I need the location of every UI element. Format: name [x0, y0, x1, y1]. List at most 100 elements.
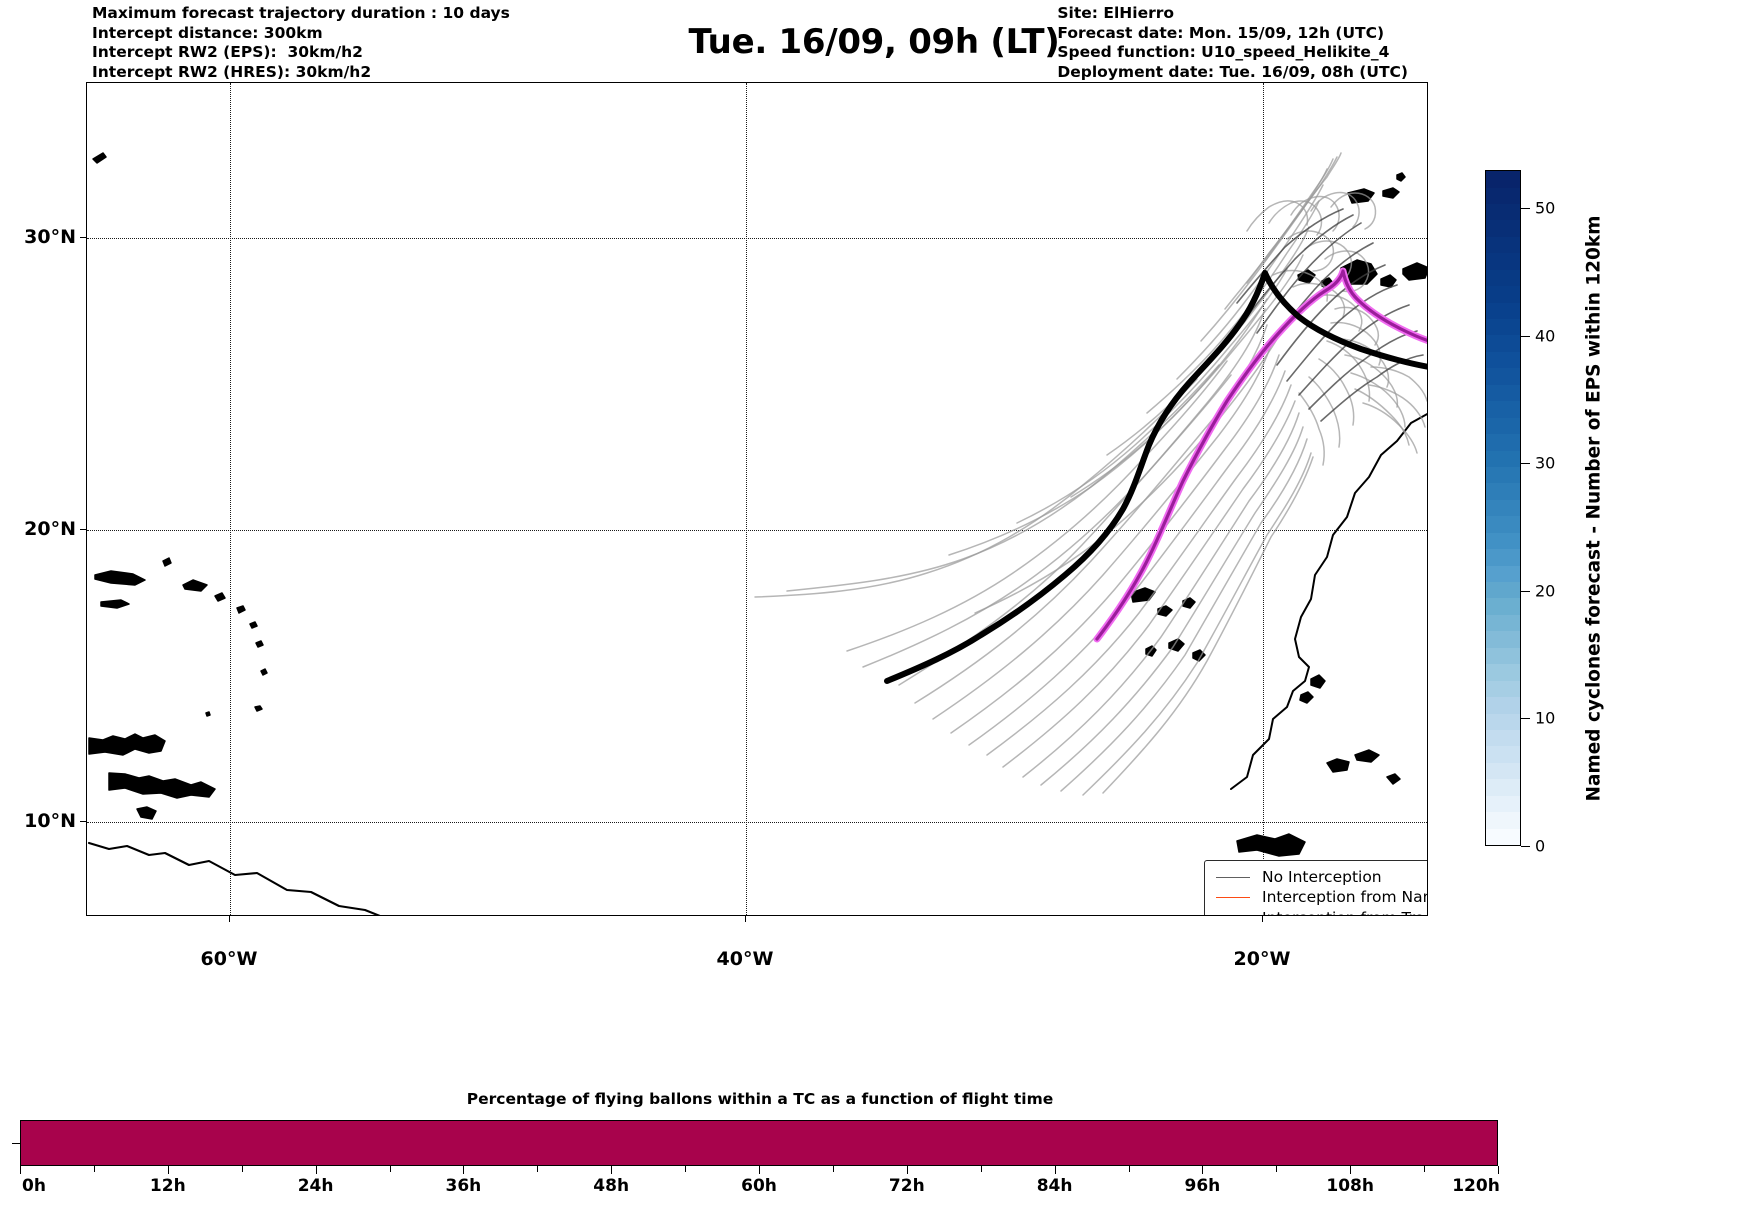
- bottom-axis-tick-label: 108h: [1326, 1176, 1374, 1196]
- colorbar-segment: [1486, 220, 1520, 237]
- colorbar-tick-label: 30: [1535, 453, 1556, 473]
- legend-item[interactable]: Interception from Named cyclone: [1214, 888, 1427, 909]
- lat-tick-20n: 20°N: [24, 518, 76, 540]
- bottom-axis-major-tick: [1054, 1166, 1056, 1174]
- colorbar-segment: [1486, 582, 1520, 599]
- legend-line-swatch: [1214, 876, 1252, 878]
- legend-item[interactable]: No Interception: [1214, 867, 1427, 888]
- colorbar-segment: [1486, 335, 1520, 352]
- colorbar-tick-label: 10: [1535, 708, 1556, 728]
- bottom-axis-tick-label: 0h: [22, 1176, 46, 1196]
- bottom-axis-major-tick: [611, 1166, 613, 1174]
- colorbar-segment: [1486, 664, 1520, 681]
- colorbar-segment: [1486, 647, 1520, 665]
- colorbar-tickmark: [1521, 846, 1530, 847]
- lon-tick-60w: 60°W: [200, 948, 258, 970]
- colorbar-segment: [1486, 203, 1520, 221]
- colorbar-title-text: Named cyclones forecast - Number of EPS …: [1583, 214, 1605, 802]
- bottom-axis-major-tick: [315, 1166, 317, 1174]
- colorbar-segment: [1486, 713, 1520, 730]
- colorbar-segment: [1486, 417, 1520, 435]
- colorbar[interactable]: [1485, 170, 1521, 846]
- colorbar-segment: [1486, 746, 1520, 763]
- colorbar-segment: [1486, 795, 1520, 813]
- colorbar-segment: [1486, 302, 1520, 319]
- lat-tickmark-30n: [80, 237, 86, 238]
- bottom-axis-minor-tick: [1276, 1166, 1278, 1172]
- colorbar-tick-label: 50: [1535, 198, 1556, 218]
- bottom-axis-minor-tick: [832, 1166, 834, 1172]
- bottom-axis-tick-label: 60h: [741, 1176, 777, 1196]
- colorbar-segment: [1486, 401, 1520, 418]
- colorbar-segment: [1486, 828, 1520, 845]
- lon-tick-40w: 40°W: [716, 948, 774, 970]
- bottom-axis-major-tick: [759, 1166, 760, 1174]
- colorbar-segment: [1486, 565, 1520, 582]
- bottom-axis-major-tick: [167, 1166, 169, 1174]
- colorbar-segment: [1486, 434, 1520, 451]
- eps-trajectories-no-interception: [754, 152, 1427, 796]
- colorbar-segment: [1486, 729, 1520, 747]
- bottom-axis-major-tick: [20, 1166, 21, 1174]
- bottom-axis-minor-tick: [93, 1166, 95, 1172]
- colorbar-segment: [1486, 532, 1520, 550]
- colorbar-tick-label: 40: [1535, 326, 1556, 346]
- colorbar-segment: [1486, 253, 1520, 270]
- lat-tick-10n: 10°N: [24, 810, 76, 832]
- legend-item-label: No Interception: [1262, 867, 1382, 886]
- legend-item-label: Interception from Trochoid: [1262, 910, 1427, 915]
- bottom-axis-tick-label: 120h: [1452, 1176, 1500, 1196]
- map-legend[interactable]: No Interception Interception from Named c…: [1204, 860, 1427, 915]
- tc-percentage-fill: [21, 1121, 1497, 1165]
- colorbar-tick-label: 20: [1535, 581, 1556, 601]
- analysis-trajectory: [884, 270, 1427, 684]
- colorbar-segment: [1486, 680, 1520, 698]
- bottom-axis-tick-label: 36h: [445, 1176, 482, 1196]
- legend-item[interactable]: Interception from Trochoid: [1214, 908, 1427, 915]
- colorbar-segment: [1486, 499, 1520, 517]
- bottom-axis-tick-label: 24h: [297, 1176, 334, 1196]
- lon-tickmark-20w: [1262, 916, 1263, 922]
- bottom-axis-major-tick: [906, 1166, 908, 1174]
- bottom-axis-major-tick: [1350, 1166, 1352, 1174]
- bottom-axis-tick-label: 48h: [593, 1176, 630, 1196]
- colorbar-segment: [1486, 384, 1520, 402]
- colorbar-segment: [1486, 269, 1520, 287]
- colorbar-tickmark: [1521, 718, 1530, 720]
- colorbar-segment: [1486, 598, 1520, 615]
- map-plot-area[interactable]: No Interception Interception from Named c…: [86, 82, 1428, 916]
- colorbar-segment: [1486, 631, 1520, 648]
- colorbar-tickmark: [1521, 335, 1530, 337]
- bottom-axis-major-tick: [1498, 1166, 1499, 1174]
- bottom-axis-minor-tick: [1128, 1166, 1130, 1172]
- header-right-info: Site: ElHierro Forecast date: Mon. 15/09…: [1057, 4, 1408, 81]
- colorbar-tickmark: [1521, 208, 1530, 210]
- lon-tickmark-60w: [229, 916, 230, 922]
- legend-line-swatch: [1214, 897, 1252, 899]
- bottom-axis-tick-label: 72h: [888, 1176, 925, 1196]
- colorbar-tickmark: [1521, 590, 1530, 592]
- flight-time-bar-plot[interactable]: [20, 1120, 1498, 1166]
- colorbar-segment: [1486, 812, 1520, 829]
- legend-item-label: Interception from Named cyclone: [1262, 888, 1427, 907]
- bottom-axis-minor-tick: [980, 1166, 982, 1172]
- colorbar-segment: [1486, 286, 1520, 303]
- map-vector-layer: [87, 152, 1427, 915]
- colorbar-segment: [1486, 516, 1520, 533]
- bottom-axis-tick-label: 12h: [149, 1176, 186, 1196]
- colorbar-segment: [1486, 779, 1520, 796]
- lon-tick-20w: 20°W: [1233, 948, 1291, 970]
- colorbar-tick-label: 0: [1535, 836, 1546, 856]
- colorbar-tickmark: [1521, 463, 1530, 465]
- colorbar-segment: [1486, 319, 1520, 336]
- colorbar-segment: [1486, 614, 1520, 632]
- colorbar-segment: [1486, 187, 1520, 204]
- colorbar-title: Named cyclones forecast - Number of EPS …: [1580, 170, 1608, 846]
- bottom-chart-title: Percentage of flying ballons within a TC…: [466, 1090, 1054, 1108]
- page-title: Tue. 16/09, 09h (LT): [688, 22, 1060, 62]
- bottom-axis-minor-tick: [389, 1166, 391, 1172]
- bottom-axis-minor-tick: [1424, 1166, 1426, 1172]
- colorbar-segment: [1486, 450, 1520, 467]
- lat-tickmark-20n: [80, 529, 86, 530]
